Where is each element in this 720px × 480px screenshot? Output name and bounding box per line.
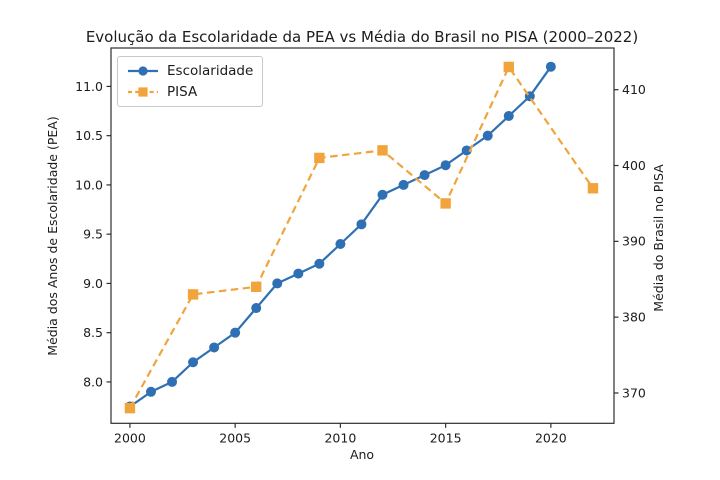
x-tick-label: 2005 bbox=[219, 431, 251, 446]
chart-title: Evolução da Escolaridade da PEA vs Média… bbox=[85, 28, 639, 46]
data-point bbox=[440, 160, 451, 171]
legend-label-pisa: PISA bbox=[167, 84, 198, 100]
series-pisa bbox=[124, 61, 599, 414]
left-y-tick-label: 11.0 bbox=[75, 79, 103, 94]
x-tick-label: 2015 bbox=[430, 431, 462, 446]
data-point bbox=[377, 145, 388, 156]
left-y-tick-label: 9.0 bbox=[83, 276, 103, 291]
data-point bbox=[419, 170, 430, 181]
data-point bbox=[188, 357, 199, 368]
data-point bbox=[251, 281, 262, 293]
data-point bbox=[314, 152, 325, 164]
data-point bbox=[230, 327, 241, 338]
legend: Escolaridade PISA bbox=[117, 56, 264, 107]
data-point bbox=[251, 303, 262, 314]
left-y-tick-label: 8.5 bbox=[83, 325, 103, 340]
generated-chart-content: 2000 2005 2010 2015 2020 8.0 8.5 9.0 9.5 10.0 10.5… bbox=[75, 47, 646, 446]
left-y-tick-label: 10.0 bbox=[75, 177, 103, 192]
data-point bbox=[124, 402, 136, 414]
axes-frame bbox=[110, 47, 615, 424]
x-tick-label: 2010 bbox=[324, 431, 356, 446]
pisa-dashed-square-icon bbox=[128, 87, 158, 97]
data-point bbox=[377, 189, 388, 200]
left-y-tick-label: 9.5 bbox=[83, 227, 103, 242]
right-y-tick-label: 390 bbox=[622, 234, 646, 249]
x-axis-label: Ano bbox=[350, 447, 374, 462]
data-point bbox=[335, 239, 346, 250]
data-point bbox=[187, 289, 199, 300]
data-point bbox=[398, 179, 409, 190]
data-point bbox=[461, 145, 472, 156]
right-y-tick-label: 370 bbox=[622, 385, 646, 400]
series-escolaridade bbox=[124, 61, 556, 412]
legend-item-pisa: PISA bbox=[126, 82, 253, 102]
data-point bbox=[272, 278, 283, 289]
legend-item-escolaridade: Escolaridade bbox=[126, 61, 253, 81]
data-point bbox=[545, 61, 556, 72]
legend-label-escolaridade: Escolaridade bbox=[167, 63, 254, 79]
right-y-tick-label: 410 bbox=[622, 82, 646, 97]
y-axis-label-right: Média do Brasil no PISA bbox=[651, 164, 666, 312]
data-point bbox=[503, 61, 514, 73]
data-point bbox=[145, 386, 156, 397]
data-point bbox=[314, 258, 325, 269]
x-tick-label: 2000 bbox=[114, 431, 146, 446]
left-y-tick-label: 8.0 bbox=[83, 374, 103, 389]
x-tick-label: 2020 bbox=[535, 431, 567, 446]
data-point bbox=[440, 198, 451, 209]
data-point bbox=[167, 376, 178, 387]
right-y-tick-label: 380 bbox=[622, 310, 646, 325]
data-point bbox=[587, 183, 599, 194]
y-axis-label-left: Média dos Anos de Escolaridade (PEA) bbox=[45, 116, 60, 355]
data-point bbox=[209, 342, 220, 353]
data-point bbox=[503, 110, 514, 121]
right-y-tick-label: 400 bbox=[622, 158, 646, 173]
data-point bbox=[356, 219, 367, 230]
data-point bbox=[482, 130, 493, 141]
escolaridade-line-circle-icon bbox=[128, 66, 158, 76]
left-y-tick-label: 10.5 bbox=[75, 128, 103, 143]
data-point bbox=[293, 268, 304, 279]
